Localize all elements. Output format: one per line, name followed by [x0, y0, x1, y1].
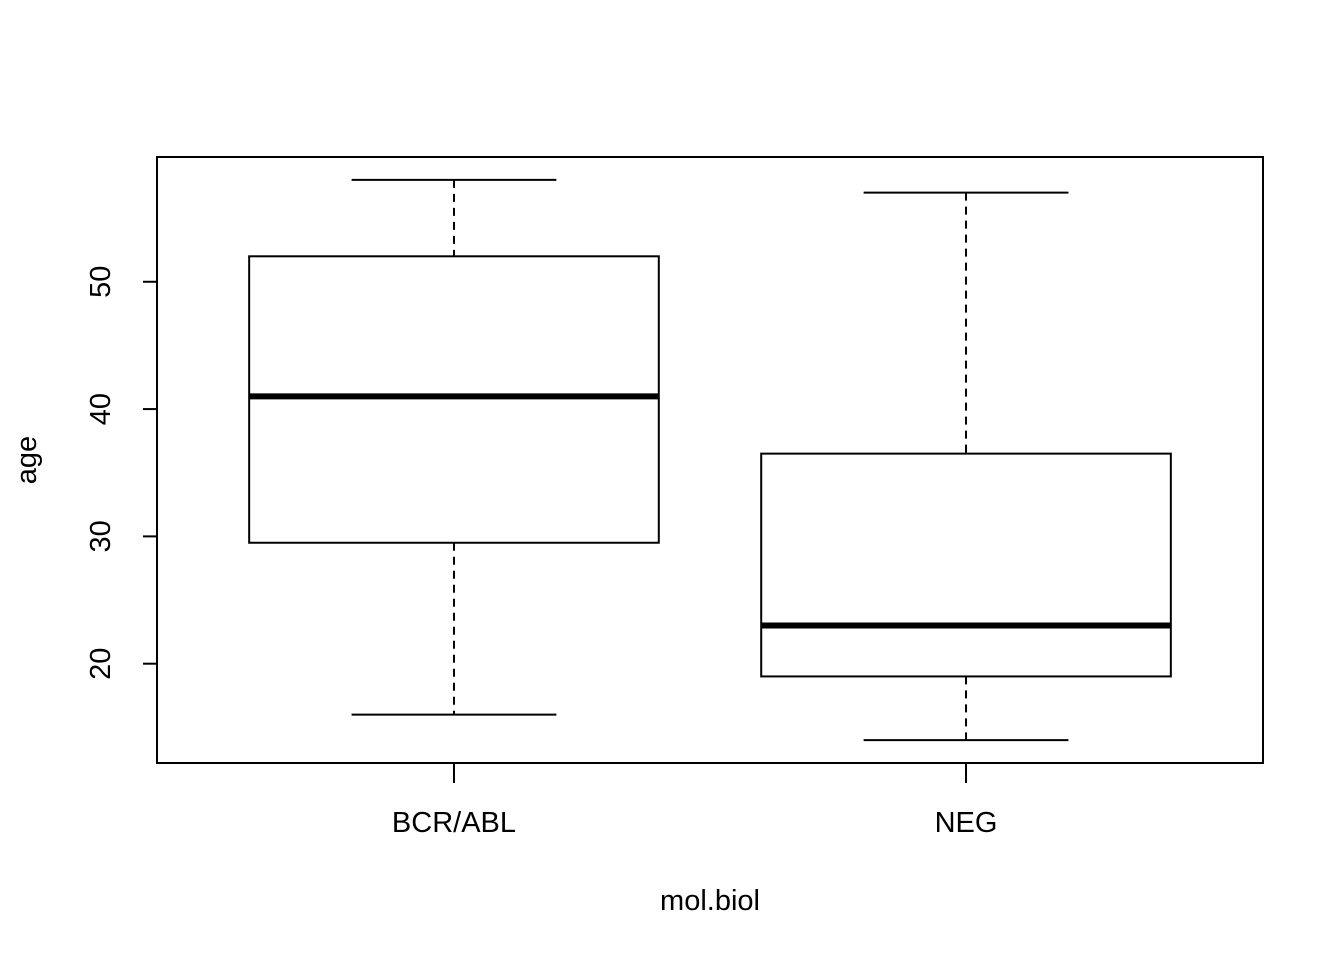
y-tick-label: 40: [85, 393, 117, 425]
y-axis: 20 30 40 50: [85, 266, 158, 680]
iqr-box: [760, 452, 1172, 678]
y-tick-label: 50: [85, 266, 117, 298]
y-tick-label: 20: [85, 648, 117, 680]
x-tick-label: NEG: [935, 807, 998, 839]
y-tick-label: 30: [85, 520, 117, 552]
x-tick-label: BCR/ABL: [392, 807, 516, 839]
box-group: [248, 178, 660, 716]
x-axis: BCR/ABL NEG: [392, 763, 998, 839]
boxes-layer: [248, 178, 1172, 742]
y-axis-title: age: [11, 436, 43, 484]
iqr-box: [248, 255, 660, 544]
box-group: [760, 191, 1172, 742]
x-axis-title: mol.biol: [660, 885, 760, 917]
